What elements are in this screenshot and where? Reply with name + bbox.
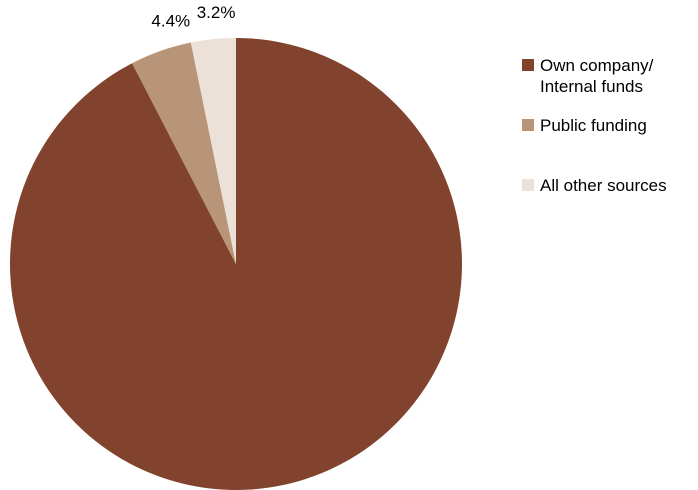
data-label-all-other-sources: 3.2% — [197, 3, 236, 22]
pie-slice-all-other-sources — [190, 38, 236, 264]
pie-slice-own-company — [9, 38, 462, 490]
legend-label-all-other-sources: All other sources — [540, 176, 667, 195]
pie-data-labels: 92.4%4.4%3.2% — [151, 3, 236, 31]
legend-item-public-funding: Public funding — [522, 115, 698, 136]
legend-swatch-all-other-sources — [522, 179, 534, 191]
pie-slices — [9, 38, 462, 490]
legend-label-own-company: Own company/ Internal funds — [540, 56, 654, 96]
legend-swatch-own-company — [522, 59, 534, 71]
legend-label-public-funding: Public funding — [540, 116, 647, 135]
legend: Own company/ Internal funds Public fundi… — [522, 55, 698, 196]
data-label-public-funding: 4.4% — [151, 12, 190, 31]
legend-item-all-other-sources: All other sources — [522, 175, 698, 196]
pie-slice-public-funding — [132, 42, 236, 264]
legend-swatch-public-funding — [522, 119, 534, 131]
legend-item-own-company: Own company/ Internal funds — [522, 55, 698, 97]
